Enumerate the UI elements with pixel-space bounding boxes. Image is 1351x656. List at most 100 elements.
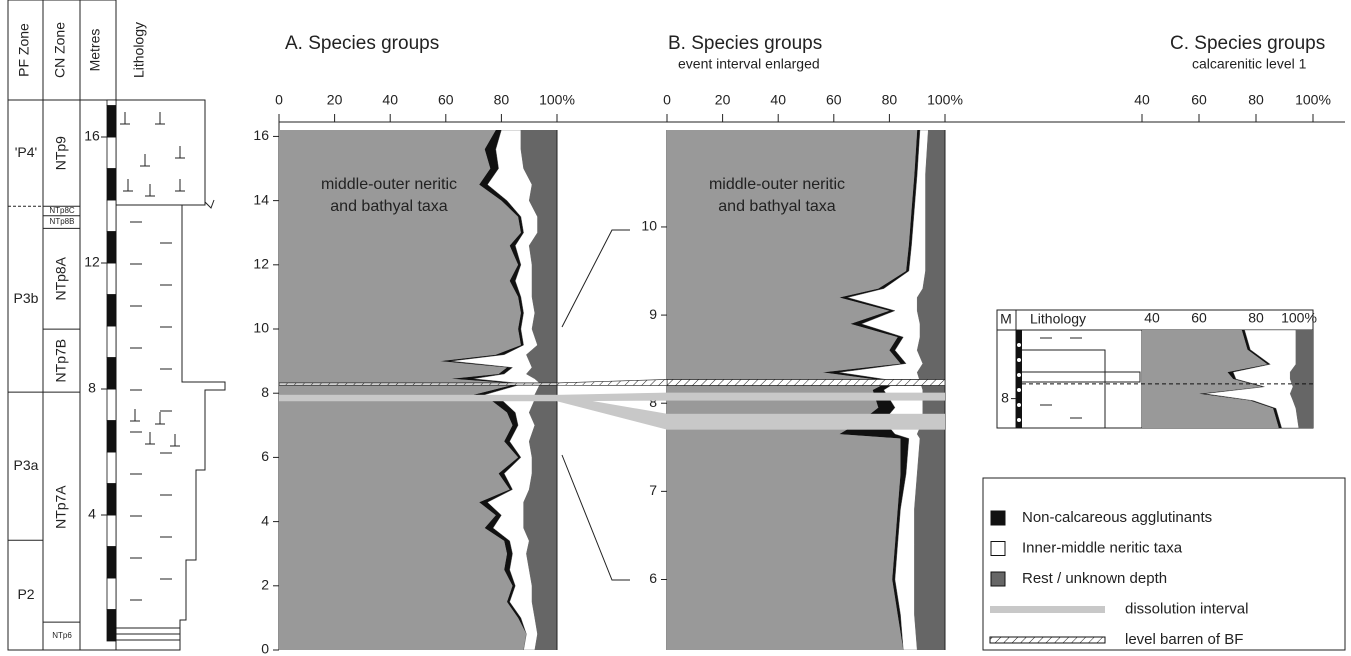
y-tick-label: 7	[649, 482, 657, 498]
dissolution-band	[667, 414, 945, 430]
x-tick-label: 60	[826, 92, 842, 108]
y-tick-label: 6	[649, 570, 657, 586]
lith-symbol	[155, 412, 165, 424]
area-annotation: middle-outer neritic	[321, 176, 457, 193]
x-tick-label: 40	[382, 92, 398, 108]
zone-label: P3a	[14, 457, 39, 473]
zone-label: NTp9	[53, 136, 69, 170]
metre-bar	[107, 578, 116, 610]
panel-subtitle: calcarenitic level 1	[1192, 56, 1307, 72]
metre-bar	[107, 452, 116, 484]
metre-bar	[107, 263, 116, 295]
y-tick-label: 16	[253, 127, 269, 143]
x-tick-label: 80	[494, 92, 510, 108]
zone-label: NTp8A	[53, 256, 69, 300]
legend-label: Non-calcareous agglutinants	[1022, 509, 1212, 526]
dissolution-band	[667, 393, 945, 401]
metre-bar	[107, 106, 116, 138]
lith-symbol	[170, 434, 180, 446]
y-tick-label: 10	[253, 320, 269, 336]
legend-label: dissolution interval	[1125, 600, 1248, 617]
metre-bar	[107, 326, 116, 358]
metre-bar	[107, 200, 116, 232]
lith-symbol	[175, 179, 185, 191]
y-tick-label: 4	[261, 512, 269, 528]
x-tick-label: 80	[1248, 92, 1264, 108]
legend-label: Rest / unknown depth	[1022, 570, 1167, 587]
x-tick-label: 20	[715, 92, 731, 108]
panel-subtitle: event interval enlarged	[678, 56, 820, 72]
metre-label: 16	[84, 128, 100, 144]
area-annotation: middle-outer neritic	[709, 176, 845, 193]
barren-level	[279, 383, 557, 385]
legend-swatch	[990, 637, 1105, 643]
x-tick-label: 60	[438, 92, 454, 108]
y-tick-label: 14	[253, 191, 269, 207]
metre-bar	[107, 100, 116, 106]
column-header: CN Zone	[52, 22, 68, 78]
lith-symbol	[175, 146, 185, 158]
zoom-connector	[562, 230, 630, 327]
metre-bar	[107, 547, 116, 579]
inset-header: M	[1000, 311, 1012, 327]
zone-label: 'P4'	[15, 144, 37, 160]
x-tick-label: 0	[275, 92, 283, 108]
metre-bar	[107, 232, 116, 264]
dissolution-band	[279, 395, 557, 401]
metre-bar	[107, 515, 116, 547]
lith-symbol	[130, 409, 140, 421]
zone-label: NTp8B	[50, 217, 75, 226]
barren-connector	[557, 379, 667, 385]
lith-symbol	[155, 112, 165, 124]
panel-title: C. Species groups	[1170, 33, 1325, 54]
y-tick-label: 9	[649, 306, 657, 322]
metre-bar	[107, 358, 116, 390]
x-tick-label: 80	[882, 92, 898, 108]
lith-symbol	[145, 184, 155, 196]
legend-swatch	[991, 542, 1005, 556]
metre-label: 12	[84, 254, 100, 270]
lith-symbol	[120, 112, 130, 124]
y-tick-label: 10	[641, 218, 657, 234]
zone-label: P3b	[14, 290, 39, 306]
zone-label: P2	[17, 586, 34, 602]
zoom-connector	[562, 455, 630, 580]
x-tick-label: 40	[1134, 92, 1150, 108]
metre-bar	[107, 421, 116, 453]
barren-level	[667, 379, 945, 385]
panel-title: B. Species groups	[668, 33, 822, 54]
metre-bar	[107, 484, 116, 516]
figure: A. Species groups B. Species groups even…	[0, 0, 1351, 656]
legend-box	[983, 478, 1345, 650]
x-tick-label: 100%	[927, 92, 963, 108]
metre-bar	[107, 137, 116, 169]
x-tick-label: 0	[663, 92, 671, 108]
legend-label: level barren of BF	[1125, 631, 1243, 648]
metre-label: 4	[88, 506, 96, 522]
zone-label: NTp7B	[53, 339, 69, 383]
lith-symbol	[145, 432, 155, 444]
x-tick-label: 40	[770, 92, 786, 108]
metre-label: 8	[88, 380, 96, 396]
inset-x-tick-label: 100%	[1281, 310, 1317, 326]
zone-label: NTp6	[52, 631, 72, 640]
area-annotation: and bathyal taxa	[330, 198, 448, 215]
metre-bar	[107, 295, 116, 327]
lith-symbol	[123, 179, 133, 191]
column-header: Metres	[87, 29, 103, 72]
x-tick-label: 100%	[539, 92, 575, 108]
column-header: Lithology	[131, 22, 147, 78]
legend-swatch	[991, 572, 1005, 586]
inset-x-tick-label: 80	[1248, 310, 1264, 326]
y-tick-label: 8	[261, 384, 269, 400]
zone-label: NTp7A	[53, 485, 69, 529]
y-tick-label: 6	[261, 448, 269, 464]
legend-swatch	[991, 511, 1005, 525]
metre-bar	[107, 610, 116, 642]
y-tick-label: 2	[261, 577, 269, 593]
x-tick-label: 20	[327, 92, 343, 108]
strat-frame	[8, 0, 225, 650]
x-tick-label: 60	[1191, 92, 1207, 108]
inset-x-tick-label: 60	[1191, 310, 1207, 326]
metre-bar	[107, 169, 116, 201]
